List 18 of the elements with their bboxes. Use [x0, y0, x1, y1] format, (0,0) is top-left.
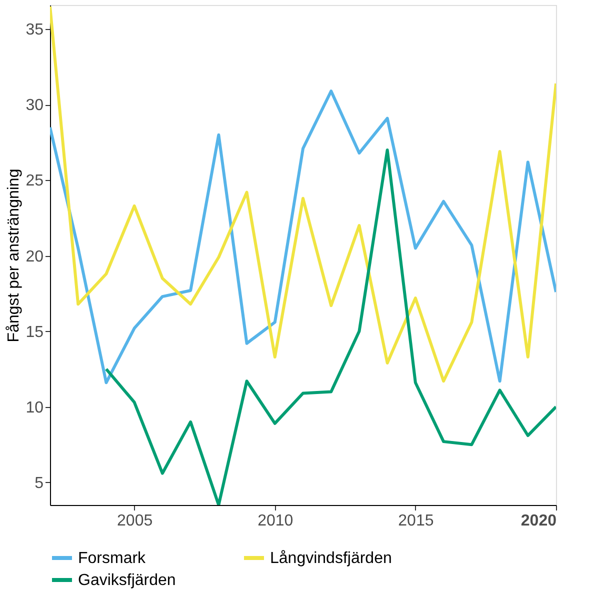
x-tick-label: 2020 [520, 512, 557, 530]
x-tick-label: 2015 [398, 512, 434, 530]
y-tick-label: 25 [26, 172, 44, 190]
y-axis-title: Fångst per ansträngning [6, 168, 23, 342]
y-tick-label: 35 [26, 22, 44, 39]
line-series [104, 148, 556, 505]
x-tick-label: 2005 [117, 512, 153, 530]
y-tick-label: 5 [34, 474, 44, 492]
line-series [50, 5, 556, 383]
legend-label: Forsmark [78, 550, 147, 567]
y-tick-label: 15 [26, 324, 44, 341]
x-tick-label: 2010 [258, 512, 294, 530]
y-tick-label: 20 [26, 248, 44, 266]
line-series [50, 90, 556, 384]
y-tick-label: 10 [26, 399, 44, 416]
y-tick-label: 30 [26, 97, 44, 114]
legend-label: Långvindsfjärden [270, 550, 392, 567]
legend-label: Gaviksfjärden [78, 572, 176, 589]
